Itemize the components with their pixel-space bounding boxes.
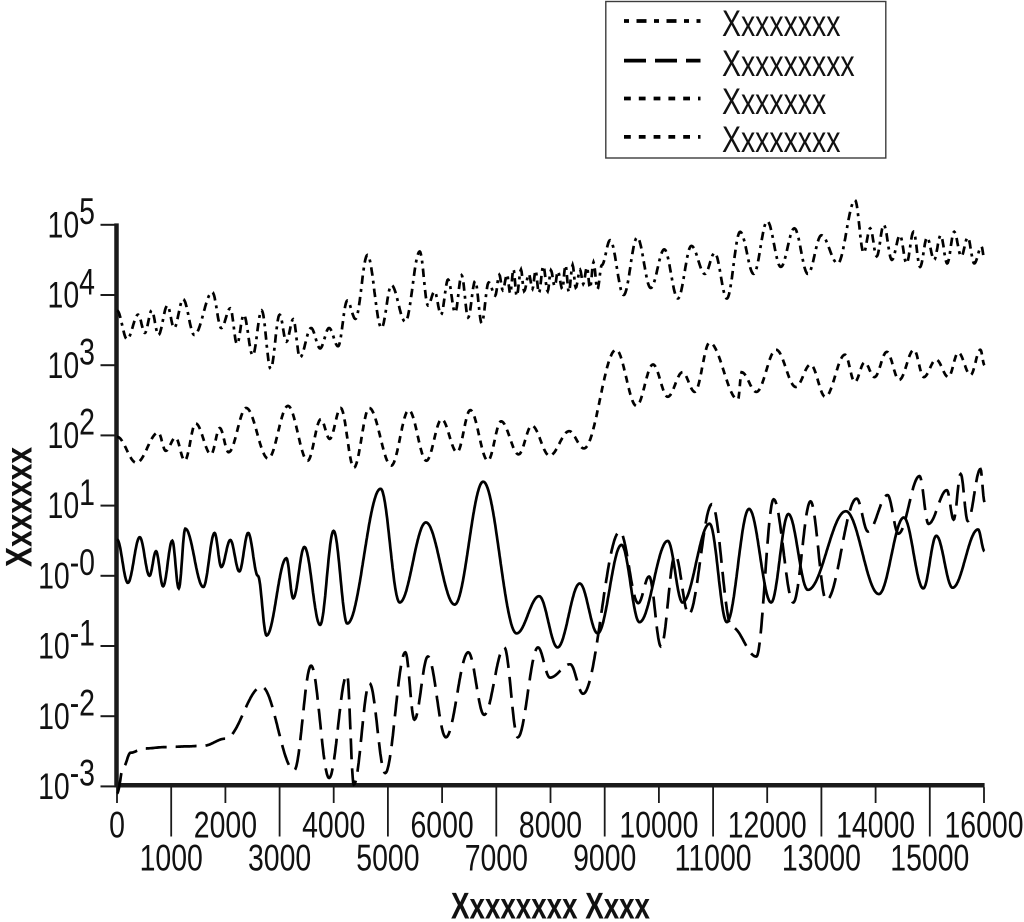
- svg-text:6000: 6000: [410, 805, 473, 847]
- svg-text:2000: 2000: [194, 805, 257, 847]
- svg-text:Xxxxxxx: Xxxxxxx: [722, 81, 827, 123]
- svg-text:8000: 8000: [519, 805, 582, 847]
- svg-text:Xxxxxxx: Xxxxxxx: [0, 447, 40, 567]
- svg-text:Xxxxxxxx: Xxxxxxxx: [722, 3, 841, 45]
- svg-text:3000: 3000: [248, 838, 311, 880]
- svg-text:4000: 4000: [302, 805, 365, 847]
- svg-text:7000: 7000: [465, 838, 528, 880]
- svg-text:Xxxxxxxx: Xxxxxxxx: [722, 119, 841, 161]
- svg-text:13000: 13000: [782, 838, 861, 880]
- svg-text:11000: 11000: [675, 838, 752, 880]
- svg-text:Xxxxxxxxx: Xxxxxxxxx: [722, 43, 855, 85]
- svg-text:12000: 12000: [728, 805, 807, 847]
- svg-text:14000: 14000: [836, 805, 915, 847]
- svg-text:16000: 16000: [944, 805, 1023, 847]
- svg-text:10000: 10000: [619, 805, 698, 847]
- svg-text:Xxxxxxxx Xxxx: Xxxxxxxx Xxxx: [451, 885, 650, 922]
- svg-text:5000: 5000: [356, 838, 419, 880]
- svg-text:0: 0: [109, 805, 125, 847]
- svg-text:15000: 15000: [890, 838, 969, 880]
- svg-text:9000: 9000: [573, 838, 636, 880]
- svg-text:1000: 1000: [140, 838, 203, 880]
